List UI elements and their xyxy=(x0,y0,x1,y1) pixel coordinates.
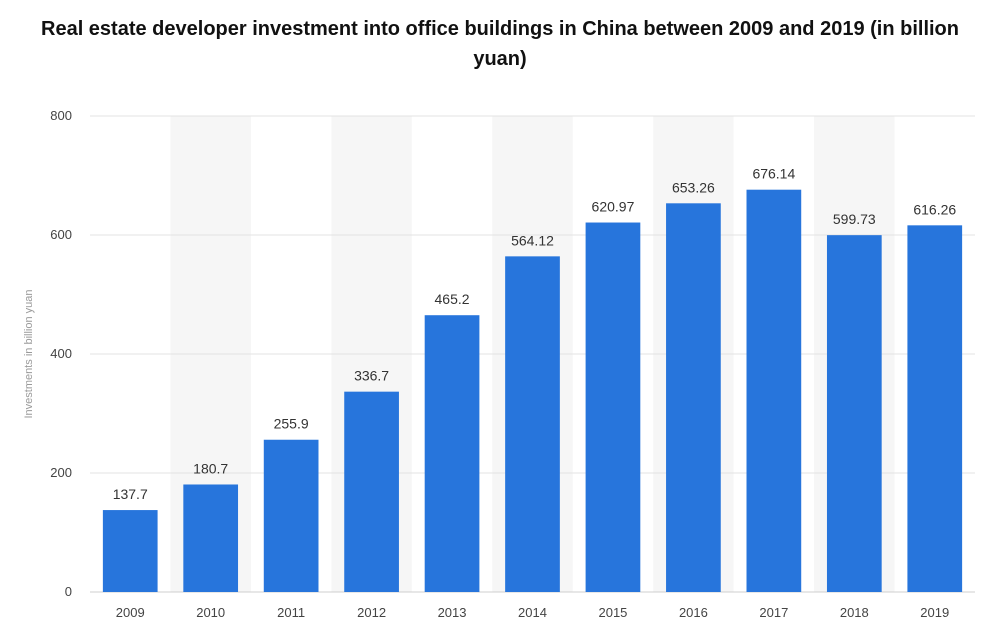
data-label-2018: 599.73 xyxy=(833,211,876,227)
x-tick-label-2010: 2010 xyxy=(196,605,225,620)
y-axis-ticks: 0 200 400 600 800 xyxy=(50,108,72,599)
y-tick-label: 800 xyxy=(50,108,72,123)
bar-2011[interactable] xyxy=(263,439,319,592)
data-label-2015: 620.97 xyxy=(592,199,635,215)
x-tick-label-2009: 2009 xyxy=(116,605,145,620)
x-tick-label-2012: 2012 xyxy=(357,605,386,620)
x-tick-label-2013: 2013 xyxy=(438,605,467,620)
x-tick-label-2017: 2017 xyxy=(759,605,788,620)
data-label-2017: 676.14 xyxy=(752,166,795,182)
y-tick-label: 0 xyxy=(65,584,72,599)
bar-2019[interactable] xyxy=(907,225,963,592)
data-label-2013: 465.2 xyxy=(435,291,470,307)
x-tick-label-2011: 2011 xyxy=(277,605,305,620)
data-label-2019: 616.26 xyxy=(913,201,956,217)
data-label-2010: 180.7 xyxy=(193,460,228,476)
bar-2017[interactable] xyxy=(746,189,802,592)
data-labels: 137.7 180.7 255.9 336.7 465.2 564.12 620.97 653… xyxy=(113,166,957,502)
y-axis-title: Investments in billion yuan xyxy=(23,289,35,418)
x-axis-ticks: 2009 2010 2011 2012 2013 2014 2015 2016 2017 2018… xyxy=(116,605,949,620)
bar-2009[interactable] xyxy=(102,510,158,592)
y-tick-label: 400 xyxy=(50,346,72,361)
bar-2014[interactable] xyxy=(505,256,560,592)
data-label-2016: 653.26 xyxy=(672,179,715,195)
bar-2013[interactable] xyxy=(424,315,480,592)
bar-2012[interactable] xyxy=(344,391,399,592)
x-tick-label-2018: 2018 xyxy=(840,605,869,620)
bar-2015[interactable] xyxy=(585,222,641,593)
y-tick-label: 200 xyxy=(50,465,72,480)
y-tick-label: 600 xyxy=(50,227,72,242)
chart-title: Real estate developer investment into of… xyxy=(41,18,959,70)
bars xyxy=(102,189,963,593)
data-label-2009: 137.7 xyxy=(113,486,148,502)
bar-2016[interactable] xyxy=(666,203,721,592)
bar-2018[interactable] xyxy=(826,235,882,592)
data-label-2011: 255.9 xyxy=(274,416,309,432)
x-tick-label-2019: 2019 xyxy=(920,605,949,620)
x-tick-label-2015: 2015 xyxy=(598,605,627,620)
x-tick-label-2016: 2016 xyxy=(679,605,708,620)
x-tick-label-2014: 2014 xyxy=(518,605,547,620)
data-label-2012: 336.7 xyxy=(354,368,389,384)
data-label-2014: 564.12 xyxy=(511,232,554,248)
bar-2010[interactable] xyxy=(183,484,239,592)
